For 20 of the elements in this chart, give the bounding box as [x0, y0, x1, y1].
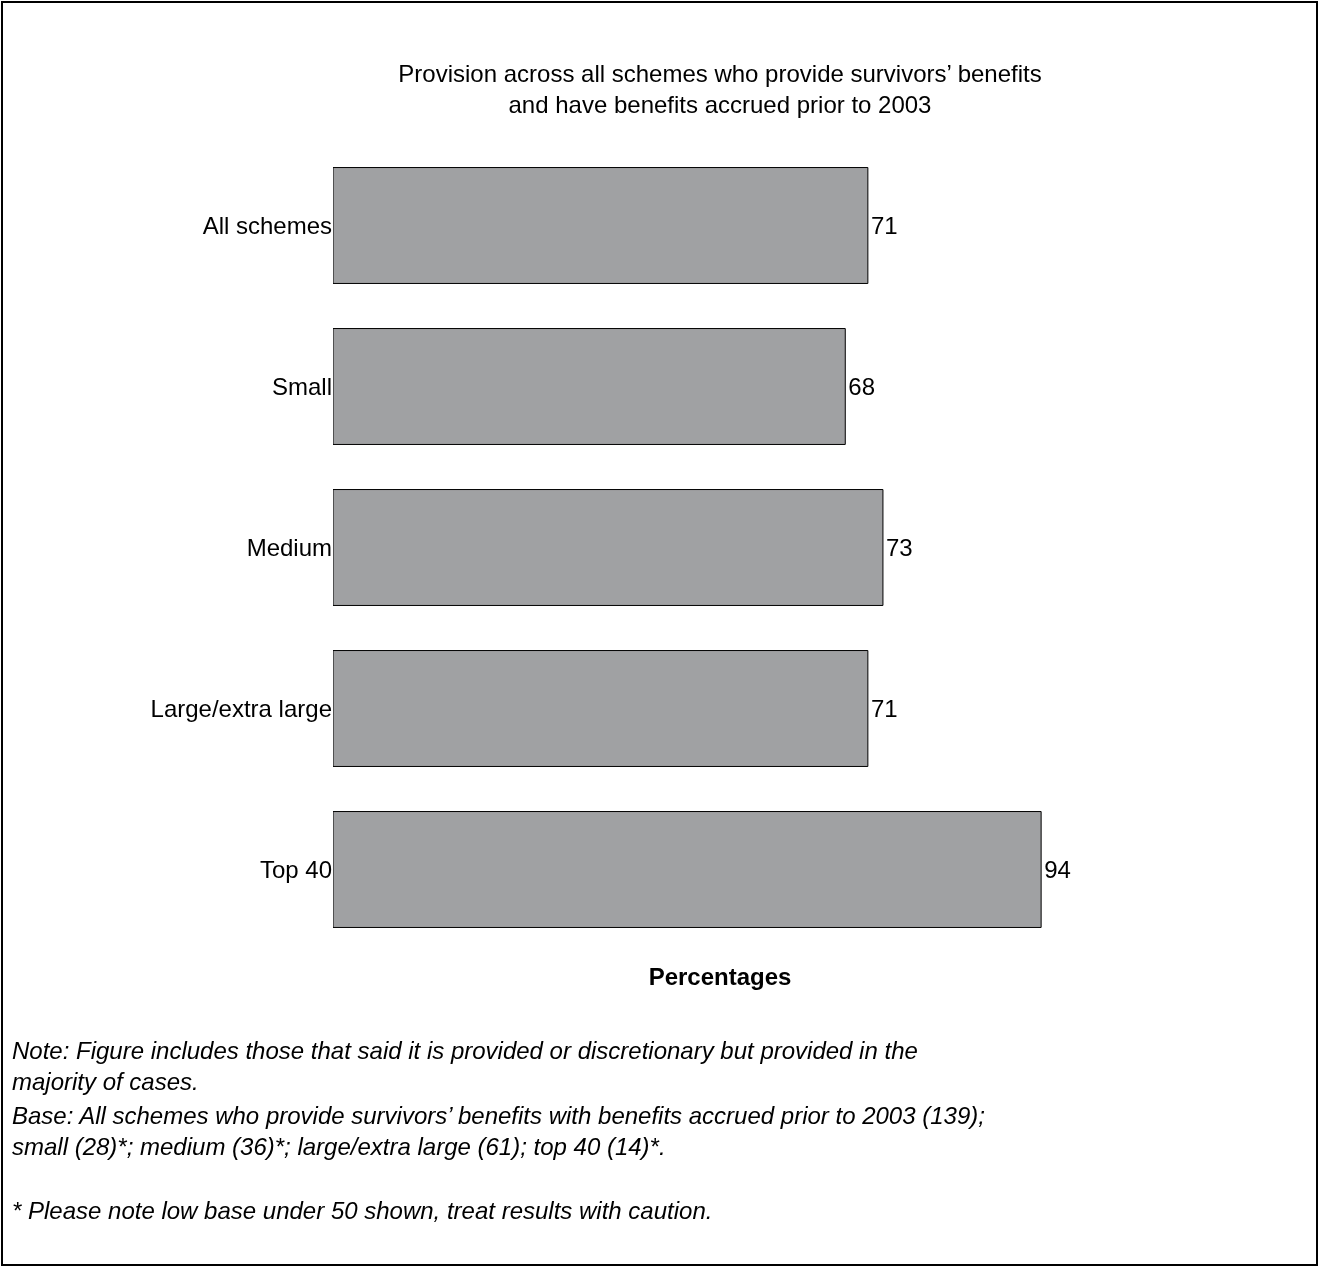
bar	[333, 167, 869, 284]
bar	[333, 650, 869, 767]
data-label: 71	[870, 212, 898, 239]
y-tick-label: Top 40	[259, 855, 332, 883]
y-tick-label: Medium	[246, 533, 332, 561]
text: Note: Figure includes those that said it is provided or discretionary but provided in the majority of cases.	[12, 1037, 918, 1096]
text: * Please note low base under 50 shown, treat results with caution.	[12, 1197, 713, 1224]
y-tick-label: Large/extra large	[150, 694, 332, 722]
text: Base: All schemes who provide survivors’ benefits with benefits accrued prior to 2003 (139); small (28)*; medium (36)*; large/extra large (61); top 40 (14)*.	[12, 1102, 985, 1161]
data-label: 73	[885, 534, 913, 561]
data-label: 94	[1044, 856, 1071, 883]
bar	[333, 811, 1042, 928]
bar	[333, 328, 846, 445]
bar	[333, 489, 884, 606]
chart-title: Provision across all schemes who provide survivors’ benefits and have benefits accrued prior to 2003	[398, 60, 1042, 119]
data-label: 68	[848, 373, 875, 400]
x-axis-title: Percentages	[648, 963, 792, 991]
y-tick-label: Small	[271, 372, 332, 400]
y-tick-label: All schemes	[202, 211, 332, 239]
data-label: 71	[870, 695, 898, 722]
